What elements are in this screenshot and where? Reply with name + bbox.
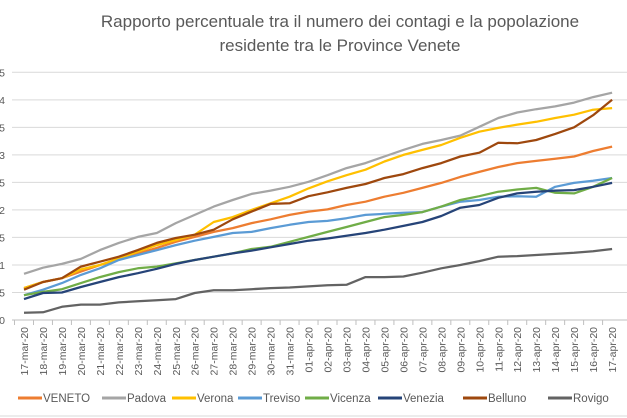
- legend: VENETO Padova Verona Treviso Vicenza Venezia B…: [0, 393, 627, 417]
- x-tick-label: 26-mar-20: [190, 327, 202, 376]
- y-tick-label: 0,2: [0, 205, 5, 217]
- x-tick-label: 15-apr-20: [569, 327, 581, 373]
- legend-label: Treviso: [263, 393, 300, 405]
- x-tick-label: 01-apr-20: [304, 327, 316, 373]
- x-tick-label: 29-mar-20: [247, 327, 259, 376]
- x-tick-label: 06-apr-20: [398, 327, 410, 373]
- y-tick-label: 0,25: [0, 177, 5, 189]
- y-tick-label: 0,15: [0, 232, 5, 244]
- legend-label: Venezia: [403, 393, 445, 405]
- x-tick-label: 11-apr-20: [493, 327, 505, 372]
- legend-item-belluno: Belluno: [463, 393, 526, 405]
- legend-label: VENETO: [43, 393, 90, 405]
- y-tick-label: 0: [0, 315, 5, 327]
- legend-label: Rovigo: [573, 393, 609, 405]
- x-axis: 17-mar-20 18-mar-20 19-mar-20 20-mar-20 21-m…: [14, 320, 619, 376]
- y-tick-label: 0,05: [0, 287, 5, 299]
- legend-item-veneto: VENETO: [18, 393, 90, 405]
- x-tick-label: 25-mar-20: [171, 327, 183, 376]
- x-tick-label: 24-mar-20: [152, 327, 164, 376]
- x-tick-label: 23-mar-20: [133, 327, 145, 376]
- legend-label: Padova: [127, 393, 167, 405]
- x-tick-label: 14-apr-20: [550, 327, 562, 373]
- x-tick-label: 09-apr-20: [455, 327, 467, 373]
- x-tick-label: 22-mar-20: [114, 327, 126, 376]
- legend-item-padova: Padova: [102, 393, 167, 405]
- x-tick-label: 17-mar-20: [19, 327, 31, 376]
- legend-label: Belluno: [488, 393, 526, 405]
- x-tick-label: 30-mar-20: [266, 327, 278, 376]
- x-tick-label: 18-mar-20: [38, 327, 50, 376]
- y-tick-label: 0,1: [0, 260, 5, 272]
- x-tick-label: 19-mar-20: [57, 327, 69, 376]
- legend-label: Verona: [197, 393, 234, 405]
- legend-item-rovigo: Rovigo: [548, 393, 609, 405]
- y-axis: 0 0,05 0,1 0,15 0,2 0,25 0,3 0,35 0,4 0,45: [0, 67, 5, 327]
- series-line-treviso: [23, 176, 613, 297]
- y-tick-label: 0,3: [0, 150, 5, 162]
- legend-item-venezia: Venezia: [378, 393, 445, 405]
- x-tick-label: 16-apr-20: [588, 327, 600, 373]
- x-tick-label: 07-apr-20: [417, 327, 429, 373]
- x-tick-label: 08-apr-20: [436, 327, 448, 373]
- x-tick-label: 31-mar-20: [285, 327, 297, 376]
- legend-item-verona: Verona: [172, 393, 234, 405]
- series-line-veneto: [23, 145, 613, 290]
- series-line-padova: [23, 91, 613, 275]
- series-line-rovigo: [23, 247, 613, 314]
- x-tick-label: 13-apr-20: [531, 327, 543, 373]
- x-tick-label: 12-apr-20: [512, 327, 524, 373]
- x-tick-label: 10-apr-20: [474, 327, 486, 373]
- legend-label: Vicenza: [330, 393, 371, 405]
- x-tick-label: 20-mar-20: [76, 327, 88, 376]
- series-line-vicenza: [23, 176, 613, 297]
- x-tick-label: 21-mar-20: [95, 327, 107, 376]
- x-tick-label: 17-apr-20: [607, 327, 619, 373]
- series-line-venezia: [23, 181, 613, 301]
- series-line-verona: [23, 106, 613, 290]
- chart-title-line-2: residente tra le Province Venete: [220, 36, 461, 55]
- chart-title-line-1: Rapporto percentuale tra il numero dei c…: [101, 12, 579, 31]
- y-tick-label: 0,35: [0, 122, 5, 134]
- x-tick-label: 27-mar-20: [209, 327, 221, 376]
- series-line-belluno: [23, 98, 613, 291]
- y-tick-label: 0,4: [0, 95, 5, 107]
- x-tick-label: 02-apr-20: [323, 327, 335, 373]
- legend-item-treviso: Treviso: [238, 393, 300, 405]
- x-tick-label: 28-mar-20: [228, 327, 240, 376]
- legend-item-vicenza: Vicenza: [305, 393, 371, 405]
- x-tick-label: 04-apr-20: [360, 327, 372, 373]
- series-lines: [23, 91, 613, 314]
- y-tick-label: 0,45: [0, 67, 5, 79]
- x-tick-label: 03-apr-20: [341, 327, 353, 373]
- x-tick-label: 05-apr-20: [379, 327, 391, 373]
